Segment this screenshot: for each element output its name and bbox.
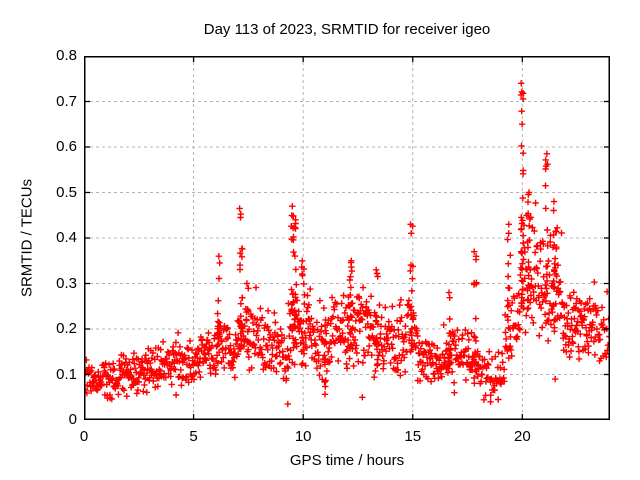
x-tick-label: 15 <box>404 428 422 445</box>
y-tick-label: 0.6 <box>56 138 77 155</box>
y-tick-label: 0.7 <box>56 92 77 110</box>
y-tick-label: 0.3 <box>56 274 77 292</box>
scatter-points <box>84 80 610 408</box>
x-axis-label: GPS time / hours <box>289 452 405 469</box>
x-tick-label: 0 <box>79 428 89 445</box>
x-tick-label: 10 <box>294 428 312 445</box>
y-tick-label: 0.8 <box>56 47 77 64</box>
y-tick-label: 0.5 <box>56 183 77 201</box>
y-tick-label: 0.4 <box>56 229 77 246</box>
y-tick-label: 0 <box>68 411 77 428</box>
chart-title: Day 113 of 2023, SRMTID for receiver ige… <box>203 21 491 38</box>
y-tick-label: 0.2 <box>56 320 77 337</box>
x-tick-label: 5 <box>189 428 198 445</box>
x-tick-label: 20 <box>513 428 531 445</box>
y-tick-label: 0.1 <box>56 365 77 383</box>
plot-area <box>84 56 610 420</box>
plot-border <box>84 56 610 420</box>
